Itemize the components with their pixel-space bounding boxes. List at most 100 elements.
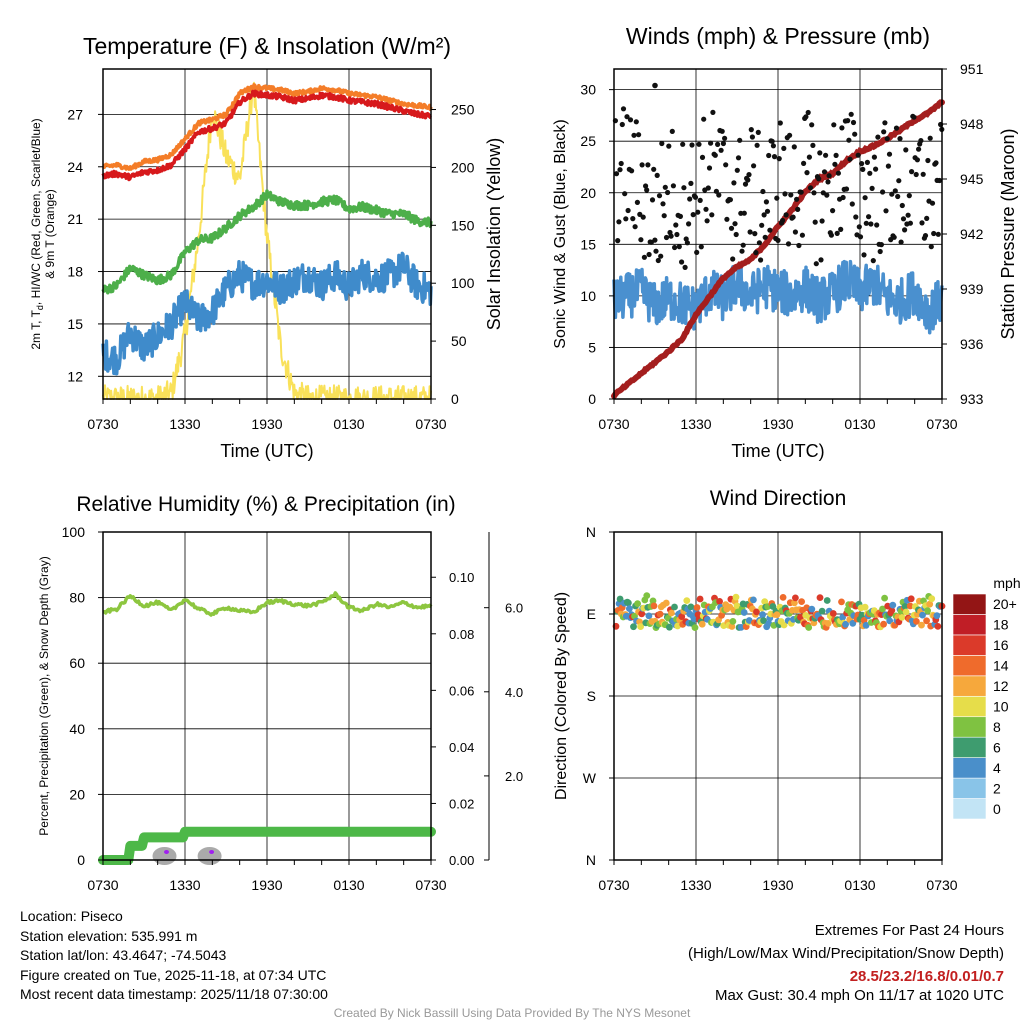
gust-point [731, 180, 737, 186]
wind-series-sonic-wind [612, 259, 944, 335]
gust-point [807, 185, 814, 191]
gust-point [791, 144, 797, 150]
gust-point [933, 160, 939, 166]
direction-point [823, 597, 831, 604]
gust-point [782, 191, 788, 197]
gust-point [806, 154, 813, 160]
rh-tick-label: 0 [77, 852, 85, 868]
gust-point [867, 170, 873, 176]
gust-point [892, 188, 898, 194]
gust-point [781, 145, 787, 151]
gust-point [790, 214, 796, 220]
direction-point [656, 610, 664, 618]
colorbar-label: 16 [993, 637, 1009, 653]
insolation-tick-label: 50 [451, 333, 467, 349]
gust-point [913, 171, 919, 178]
gust-point [769, 138, 775, 144]
gust-point [898, 239, 904, 245]
gust-point [903, 147, 909, 153]
direction-point [808, 605, 816, 613]
gust-point [783, 212, 789, 218]
gust-point [764, 208, 771, 214]
direction-point [678, 613, 686, 620]
gust-point [727, 197, 734, 203]
gust-point [777, 120, 783, 126]
gust-point [870, 258, 876, 264]
wind-tick-label: 5 [588, 339, 596, 355]
direction-point [666, 623, 673, 631]
gust-point [918, 138, 924, 144]
gust-point [662, 184, 668, 190]
humidity-title: Relative Humidity (%) & Precipitation (i… [76, 493, 455, 516]
gust-point [795, 206, 801, 212]
direction-point [696, 595, 704, 603]
pressure-tick-label: 939 [960, 281, 984, 297]
snow-depth-marker [209, 850, 215, 854]
gust-point [752, 231, 758, 237]
gust-point [748, 127, 754, 133]
gust-point [631, 132, 637, 138]
colorbar-swatch [952, 675, 987, 697]
gust-point [801, 160, 807, 166]
gust-point [644, 187, 650, 193]
gust-point [823, 152, 829, 158]
humidity-axes: 0 20 40 60 80 100 0.00 0.02 0.04 0.06 0.08 0.10 2.0 4… [62, 524, 523, 893]
gust-point [630, 216, 636, 222]
temp-tick-label: 21 [67, 211, 83, 227]
direction-point [928, 595, 936, 603]
gust-point [759, 222, 765, 228]
direction-point [626, 605, 633, 612]
gust-point [899, 202, 905, 209]
gust-point [739, 248, 745, 254]
extremes-subtitle: (High/Low/Max Wind/Precipitation/Snow De… [688, 945, 1004, 962]
gust-point [902, 227, 908, 233]
gust-point [670, 183, 677, 189]
gust-point [853, 214, 859, 220]
insolation-tick-label: 200 [451, 159, 475, 175]
colorbar-label: 12 [993, 678, 1009, 694]
snow-tick-label: 2.0 [505, 769, 523, 784]
gust-point [754, 142, 760, 148]
pressure-tick-label: 936 [960, 336, 984, 352]
direction-point [779, 594, 787, 601]
gust-point [742, 181, 749, 187]
gust-point [925, 157, 931, 164]
gust-point [674, 231, 680, 238]
direction-point [765, 620, 773, 627]
gust-point [701, 116, 707, 122]
gust-point [724, 216, 730, 222]
rh-tick-label: 60 [69, 655, 85, 671]
precip-tick-label: 0.02 [449, 796, 474, 811]
dir-tick-label: N [586, 524, 596, 540]
direction-point [907, 595, 915, 603]
gust-point [895, 193, 901, 200]
pressure-ylabel: Station Pressure (Maroon) [998, 128, 1018, 339]
rh-x-tick-label: 0130 [333, 877, 364, 893]
winds-xlabel: Time (UTC) [731, 441, 824, 461]
gust-point [681, 185, 687, 191]
colorbar-label: 10 [993, 699, 1009, 715]
gust-point [624, 114, 630, 120]
gust-point [615, 238, 621, 244]
gust-point [645, 162, 651, 168]
gust-point [812, 219, 818, 225]
direction-point [858, 611, 866, 619]
gust-point [728, 225, 735, 231]
gust-point [703, 206, 709, 212]
station-location: Location: Piseco [20, 908, 123, 924]
direction-point [728, 623, 736, 630]
gust-point [826, 173, 832, 179]
gust-point [638, 237, 644, 243]
gust-point [881, 129, 887, 135]
wind-tick-label: 10 [580, 288, 596, 304]
snow-depth-blob [152, 847, 177, 865]
gust-point [875, 134, 881, 140]
direction-point [616, 595, 624, 603]
rh-x-tick-label: 1330 [169, 877, 200, 893]
wind-x-tick-label: 1930 [762, 416, 793, 432]
direction-point [780, 621, 788, 629]
gust-point [788, 192, 794, 198]
gust-point [654, 172, 660, 178]
temperature-title: Temperature (F) & Insolation (W/m²) [83, 33, 451, 59]
max-gust-text: Max Gust: 30.4 mph On 11/17 at 1020 UTC [714, 987, 1004, 1004]
